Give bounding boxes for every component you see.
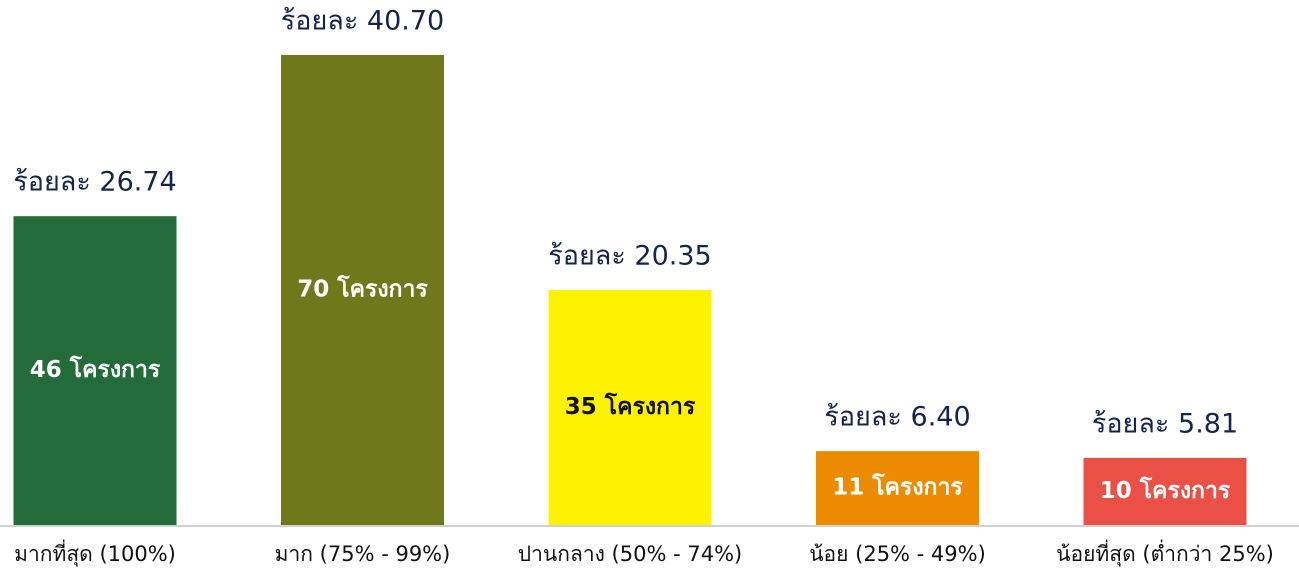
- value-label: ร้อยละ 6.40: [824, 402, 970, 433]
- value-label: ร้อยละ 26.74: [13, 167, 176, 198]
- x-tick-label: น้อย (25% - 49%): [809, 542, 986, 566]
- count-label: 35 โครงการ: [565, 392, 696, 420]
- x-tick-label: น้อยที่สุด (ต่ำกว่า 25%): [1056, 539, 1274, 567]
- count-label: 46 โครงการ: [30, 355, 161, 383]
- bar: [281, 55, 444, 525]
- count-label: 10 โครงการ: [1100, 476, 1231, 504]
- bar: [548, 290, 712, 525]
- count-label: 70 โครงการ: [297, 275, 428, 303]
- value-label: ร้อยละ 5.81: [1092, 408, 1238, 439]
- x-tick-label: มาก (75% - 99%): [275, 542, 451, 566]
- bar: [13, 216, 177, 525]
- x-tick-label: ปานกลาง (50% - 74%): [518, 542, 742, 566]
- count-label: 11 โครงการ: [832, 473, 963, 501]
- bar: [1083, 457, 1247, 525]
- value-label: ร้อยละ 40.70: [281, 6, 444, 37]
- x-tick-label: มากที่สุด (100%): [14, 539, 176, 567]
- bar: [816, 451, 979, 525]
- value-label: ร้อยละ 20.35: [548, 241, 711, 272]
